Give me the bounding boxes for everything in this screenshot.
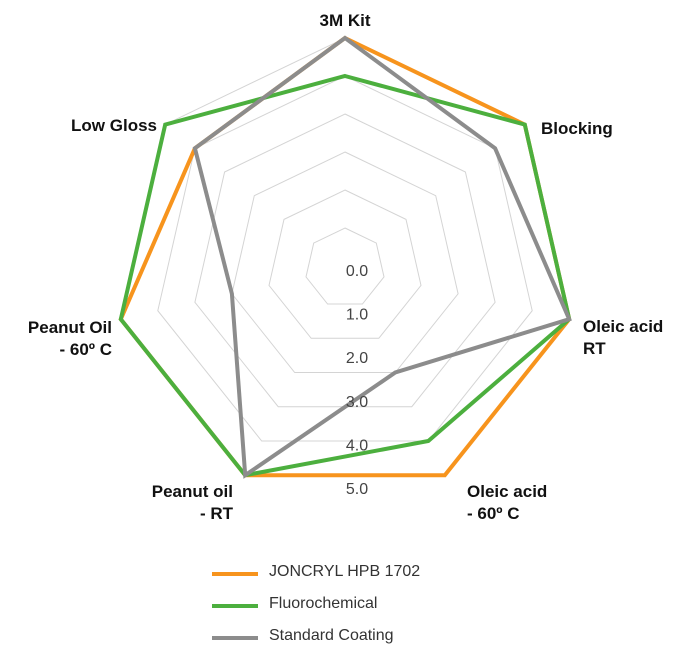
tick-label-0: 0.0 <box>346 263 368 280</box>
tick-label-4: 4.0 <box>346 437 368 454</box>
series-fluorochemical <box>118 73 572 478</box>
axis-label-3: Oleic acid - 60º C <box>467 482 547 523</box>
axis-label-0: 3M Kit <box>320 11 371 30</box>
legend-swatch-standard-coating <box>212 636 258 640</box>
axis-label-4: Peanut oil - RT <box>152 482 234 523</box>
series-standard-coating <box>192 35 572 479</box>
axis-labels: 3M Kit Blocking Oleic acid RT Oleic acid - 60… <box>28 11 663 523</box>
tick-label-5: 5.0 <box>346 481 368 498</box>
grid-ring-4 <box>157 75 533 442</box>
legend-swatch-joncryl <box>212 572 258 576</box>
legend-swatch-fluorochemical <box>212 604 258 608</box>
grid-ring-2 <box>231 151 459 373</box>
legend-label-joncryl: JONCRYL HPB 1702 <box>269 563 421 580</box>
grid-ring-1 <box>268 189 422 339</box>
grid-ring-0 <box>305 227 385 305</box>
series-lines <box>118 35 572 479</box>
axis-label-2: Oleic acid RT <box>583 317 663 358</box>
tick-label-1: 1.0 <box>346 307 368 324</box>
radar-chart: 3M Kit Blocking Oleic acid RT Oleic acid - 60… <box>28 11 663 523</box>
legend-label-fluorochemical: Fluorochemical <box>269 595 378 612</box>
axis-label-6: Low Gloss <box>71 116 157 135</box>
axis-label-5: Peanut Oil - 60º C <box>28 318 112 359</box>
legend-label-standard-coating: Standard Coating <box>269 627 394 644</box>
tick-label-2: 2.0 <box>346 350 368 367</box>
tick-label-3: 3.0 <box>346 394 368 411</box>
axis-label-1: Blocking <box>541 119 613 138</box>
tick-labels: 0.0 1.0 2.0 3.0 4.0 5.0 <box>346 263 368 498</box>
